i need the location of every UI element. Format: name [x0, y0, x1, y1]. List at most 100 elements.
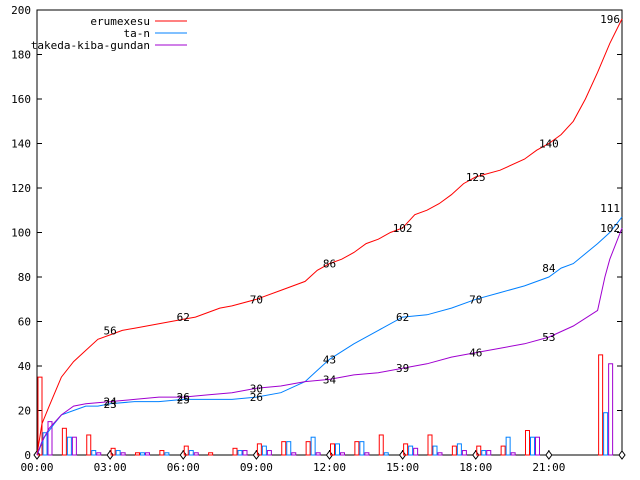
- series-line: [36, 227, 623, 456]
- bar: [145, 452, 150, 456]
- bar: [608, 363, 614, 456]
- hourly-bars: [37, 354, 614, 456]
- bar: [525, 430, 530, 456]
- series-line: [36, 18, 623, 456]
- data-label: 140: [539, 138, 559, 151]
- data-label: 56: [104, 324, 117, 337]
- data-label: 84: [542, 262, 556, 275]
- y-tick-label: 40: [18, 360, 31, 373]
- y-tick-label: 0: [24, 449, 31, 462]
- bar: [437, 452, 443, 456]
- data-label: 102: [600, 222, 620, 235]
- data-label: 34: [323, 373, 337, 386]
- bar: [61, 427, 67, 456]
- x-tick-label: 21:00: [532, 461, 565, 474]
- x-tick-label: 00:00: [20, 461, 53, 474]
- bar: [340, 452, 345, 456]
- bar: [71, 436, 77, 456]
- bar: [242, 450, 248, 456]
- bar: [183, 445, 189, 456]
- series-line: [36, 216, 623, 456]
- bar: [335, 443, 340, 456]
- bar: [291, 452, 297, 456]
- data-label: 26: [177, 391, 190, 404]
- bar: [364, 452, 370, 456]
- bar: [266, 450, 272, 456]
- bar: [451, 445, 457, 456]
- bar: [286, 441, 292, 456]
- bar: [413, 447, 419, 456]
- y-tick-label: 60: [18, 316, 31, 329]
- bar: [535, 436, 540, 456]
- baseline-marker: [618, 450, 626, 460]
- bar: [305, 441, 311, 456]
- bar: [315, 452, 321, 456]
- data-label: 46: [469, 347, 482, 360]
- bar: [598, 354, 604, 456]
- data-label: 102: [393, 222, 413, 235]
- bar: [281, 441, 287, 456]
- bar: [37, 376, 43, 456]
- data-label: 43: [323, 353, 336, 366]
- bar: [261, 445, 267, 456]
- x-tick-label: 03:00: [94, 461, 127, 474]
- bar: [403, 443, 409, 456]
- data-label: 53: [542, 331, 555, 344]
- data-label: 24: [104, 396, 118, 409]
- bar: [505, 436, 511, 456]
- x-tick-label: 09:00: [240, 461, 273, 474]
- bar: [530, 436, 535, 456]
- bar: [135, 452, 140, 456]
- bar: [456, 443, 462, 456]
- y-tick-label: 120: [11, 182, 31, 195]
- x-tick-label: 12:00: [313, 461, 346, 474]
- data-label: 62: [396, 311, 409, 324]
- bar: [120, 452, 126, 456]
- data-label: 125: [466, 171, 486, 184]
- bar: [208, 452, 214, 456]
- y-tick-label: 80: [18, 271, 31, 284]
- bar: [86, 434, 92, 456]
- data-label: 111: [600, 202, 620, 215]
- y-tick-label: 180: [11, 49, 31, 62]
- y-tick-label: 140: [11, 138, 31, 151]
- bar: [159, 450, 165, 456]
- y-tick-label: 20: [18, 405, 31, 418]
- bar: [510, 452, 516, 456]
- bar: [354, 441, 360, 456]
- x-tick-label: 18:00: [459, 461, 492, 474]
- data-label: 86: [323, 258, 336, 271]
- bar: [164, 452, 170, 456]
- y-tick-label: 200: [11, 4, 31, 17]
- x-tick-label: 06:00: [167, 461, 200, 474]
- y-tick-label: 160: [11, 93, 31, 106]
- bar: [408, 445, 414, 456]
- bar: [603, 412, 609, 456]
- data-label: 30: [250, 382, 263, 395]
- bar: [237, 450, 243, 456]
- data-label: 62: [177, 311, 190, 324]
- bar: [47, 421, 53, 456]
- bar: [110, 447, 116, 456]
- baseline-marker: [545, 450, 553, 460]
- plot-frame: [36, 9, 623, 456]
- bar: [140, 452, 145, 456]
- series-lines: [36, 18, 623, 456]
- data-label: 196: [600, 13, 620, 26]
- bar: [383, 452, 389, 456]
- bar: [232, 447, 238, 456]
- bar: [256, 443, 262, 456]
- data-label: 39: [396, 362, 409, 375]
- data-label: 26: [250, 391, 263, 404]
- bar: [66, 436, 72, 456]
- bar: [359, 441, 365, 456]
- data-label: 25: [177, 393, 190, 406]
- bar: [461, 450, 467, 456]
- bar: [486, 450, 492, 456]
- bar: [481, 450, 487, 456]
- bar: [476, 445, 482, 456]
- bar: [432, 445, 438, 456]
- legend-label: erumexesu: [90, 15, 150, 28]
